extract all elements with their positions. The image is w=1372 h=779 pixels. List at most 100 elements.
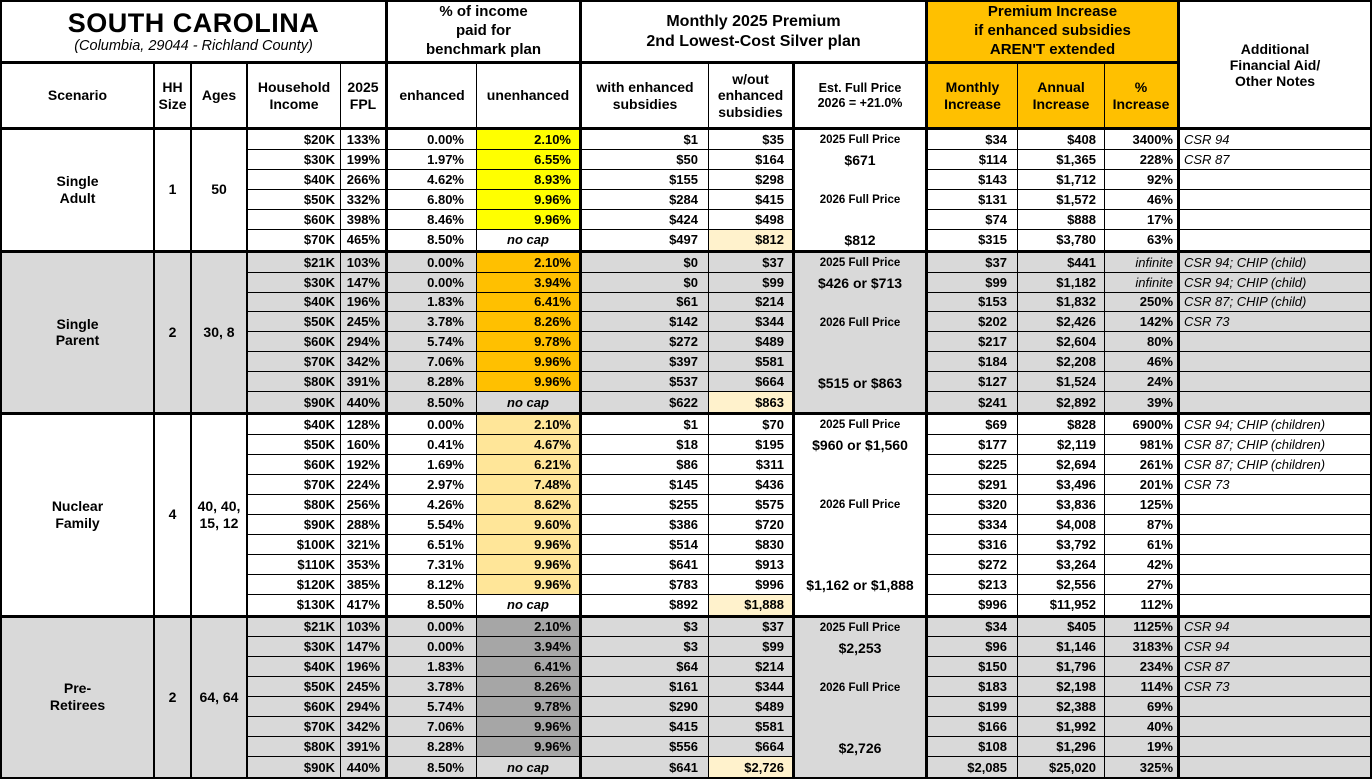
cell-enhanced: 7.06% [388,352,477,373]
cell-hh-size: 1 [155,130,192,250]
cell-pct-increase: 3183% [1105,637,1180,658]
cell-without-subsidies: $489 [709,697,795,718]
cell-monthly-increase: $34 [928,617,1018,638]
cell-fpl: 417% [341,594,388,615]
cell-without-subsidies: $99 [709,272,795,293]
cell-annual-increase: $3,496 [1018,474,1105,495]
cell-unenhanced: 9.96% [477,534,582,555]
cell-fpl: 321% [341,534,388,555]
cell-income: $40K [248,292,341,313]
cell-with-subsidies: $892 [582,594,709,615]
cell-ages: 40, 40, 15, 12 [192,415,248,615]
cell-income: $100K [248,534,341,555]
cell-unenhanced: no cap [477,392,582,413]
cell-pct-increase: 114% [1105,677,1180,698]
full-price-value: $812 [844,232,876,248]
cell-with-subsidies: $622 [582,392,709,413]
column-header-annual-increase: Annual Increase [1018,64,1105,127]
cell-note: CSR 73 [1180,677,1370,698]
cell-note: CSR 94; CHIP (children) [1180,415,1370,436]
cell-annual-increase: $25,020 [1018,757,1105,777]
cell-enhanced: 5.74% [388,697,477,718]
cell-fpl: 245% [341,312,388,333]
cell-note [1180,757,1370,777]
cell-with-subsidies: $397 [582,352,709,373]
cell-without-subsidies: $70 [709,415,795,436]
cell-income: $40K [248,415,341,436]
cell-fpl: 440% [341,392,388,413]
full-price-label: 2026 Full Price [819,499,901,512]
cell-annual-increase: $3,792 [1018,534,1105,555]
cell-with-subsidies: $290 [582,697,709,718]
cell-without-subsidies: $311 [709,455,795,475]
cell-fpl: 385% [341,574,388,595]
cell-monthly-increase: $96 [928,637,1018,658]
full-price-label: 2026 Full Price [819,681,901,694]
cell-annual-increase: $2,198 [1018,677,1105,698]
cell-without-subsidies: $489 [709,332,795,353]
cell-with-subsidies: $537 [582,372,709,393]
cell-unenhanced: 4.67% [477,435,582,455]
cell-monthly-increase: $166 [928,717,1018,738]
cell-with-subsidies: $497 [582,229,709,250]
group-header-monthly-premium: Monthly 2025 Premium 2nd Lowest-Cost Sil… [582,2,928,64]
cell-fpl: 192% [341,455,388,475]
cell-enhanced: 8.50% [388,392,477,413]
cell-without-subsidies: $581 [709,717,795,738]
cell-enhanced: 2.97% [388,474,477,495]
column-header-hh-size: HH Size [155,64,192,127]
column-header-scenario: Scenario [2,64,155,127]
cell-fpl: 294% [341,332,388,353]
cell-annual-increase: $888 [1018,209,1105,230]
cell-annual-increase: $1,712 [1018,169,1105,190]
cell-with-subsidies: $514 [582,534,709,555]
cell-enhanced: 8.28% [388,737,477,758]
cell-unenhanced: 6.41% [477,657,582,678]
cell-note: CSR 94 [1180,130,1370,150]
cell-income: $21K [248,617,341,638]
cell-fpl: 133% [341,130,388,150]
cell-without-subsidies: $344 [709,312,795,333]
cell-annual-increase: $2,694 [1018,455,1105,475]
cell-monthly-increase: $114 [928,149,1018,170]
cell-income: $50K [248,677,341,698]
cell-enhanced: 7.06% [388,717,477,738]
cell-income: $120K [248,574,341,595]
cell-monthly-increase: $272 [928,554,1018,575]
cell-fpl: 196% [341,657,388,678]
full-price-value: $2,726 [838,739,882,756]
cell-without-subsidies: $37 [709,617,795,638]
cell-note: CSR 73 [1180,475,1370,495]
cell-est-full-price: 2025 Full Price $2,253 2026 Full Price $2,7… [795,617,928,777]
cell-ages: 64, 64 [192,617,248,777]
cell-income: $90K [248,392,341,413]
cell-annual-increase: $2,892 [1018,392,1105,413]
cell-fpl: 147% [341,637,388,658]
cell-note: CSR 87; CHIP (children) [1180,435,1370,455]
cell-pct-increase: 61% [1105,534,1180,555]
cell-annual-increase: $405 [1018,617,1105,638]
cell-unenhanced: 6.41% [477,292,582,313]
cell-income: $110K [248,554,341,575]
cell-income: $90K [248,757,341,777]
cell-without-subsidies: $99 [709,637,795,658]
cell-monthly-increase: $74 [928,209,1018,230]
cell-pct-increase: 3400% [1105,130,1180,150]
column-header-without-subsidies: w/out enhanced subsidies [709,64,795,127]
cell-pct-increase: 69% [1105,697,1180,718]
cell-income: $60K [248,697,341,718]
cell-pct-increase: 27% [1105,574,1180,595]
cell-with-subsidies: $155 [582,169,709,190]
cell-fpl: 342% [341,717,388,738]
cell-monthly-increase: $177 [928,435,1018,455]
cell-without-subsidies: $164 [709,149,795,170]
cell-ages: 30, 8 [192,252,248,413]
cell-ages: 50 [192,130,248,250]
cell-note [1180,535,1370,555]
cell-note: CSR 94; CHIP (child) [1180,252,1370,273]
cell-note: CSR 87 [1180,150,1370,170]
cell-note: CSR 87; CHIP (child) [1180,292,1370,313]
cell-note [1180,697,1370,718]
cell-monthly-increase: $241 [928,392,1018,413]
cell-annual-increase: $2,556 [1018,574,1105,595]
